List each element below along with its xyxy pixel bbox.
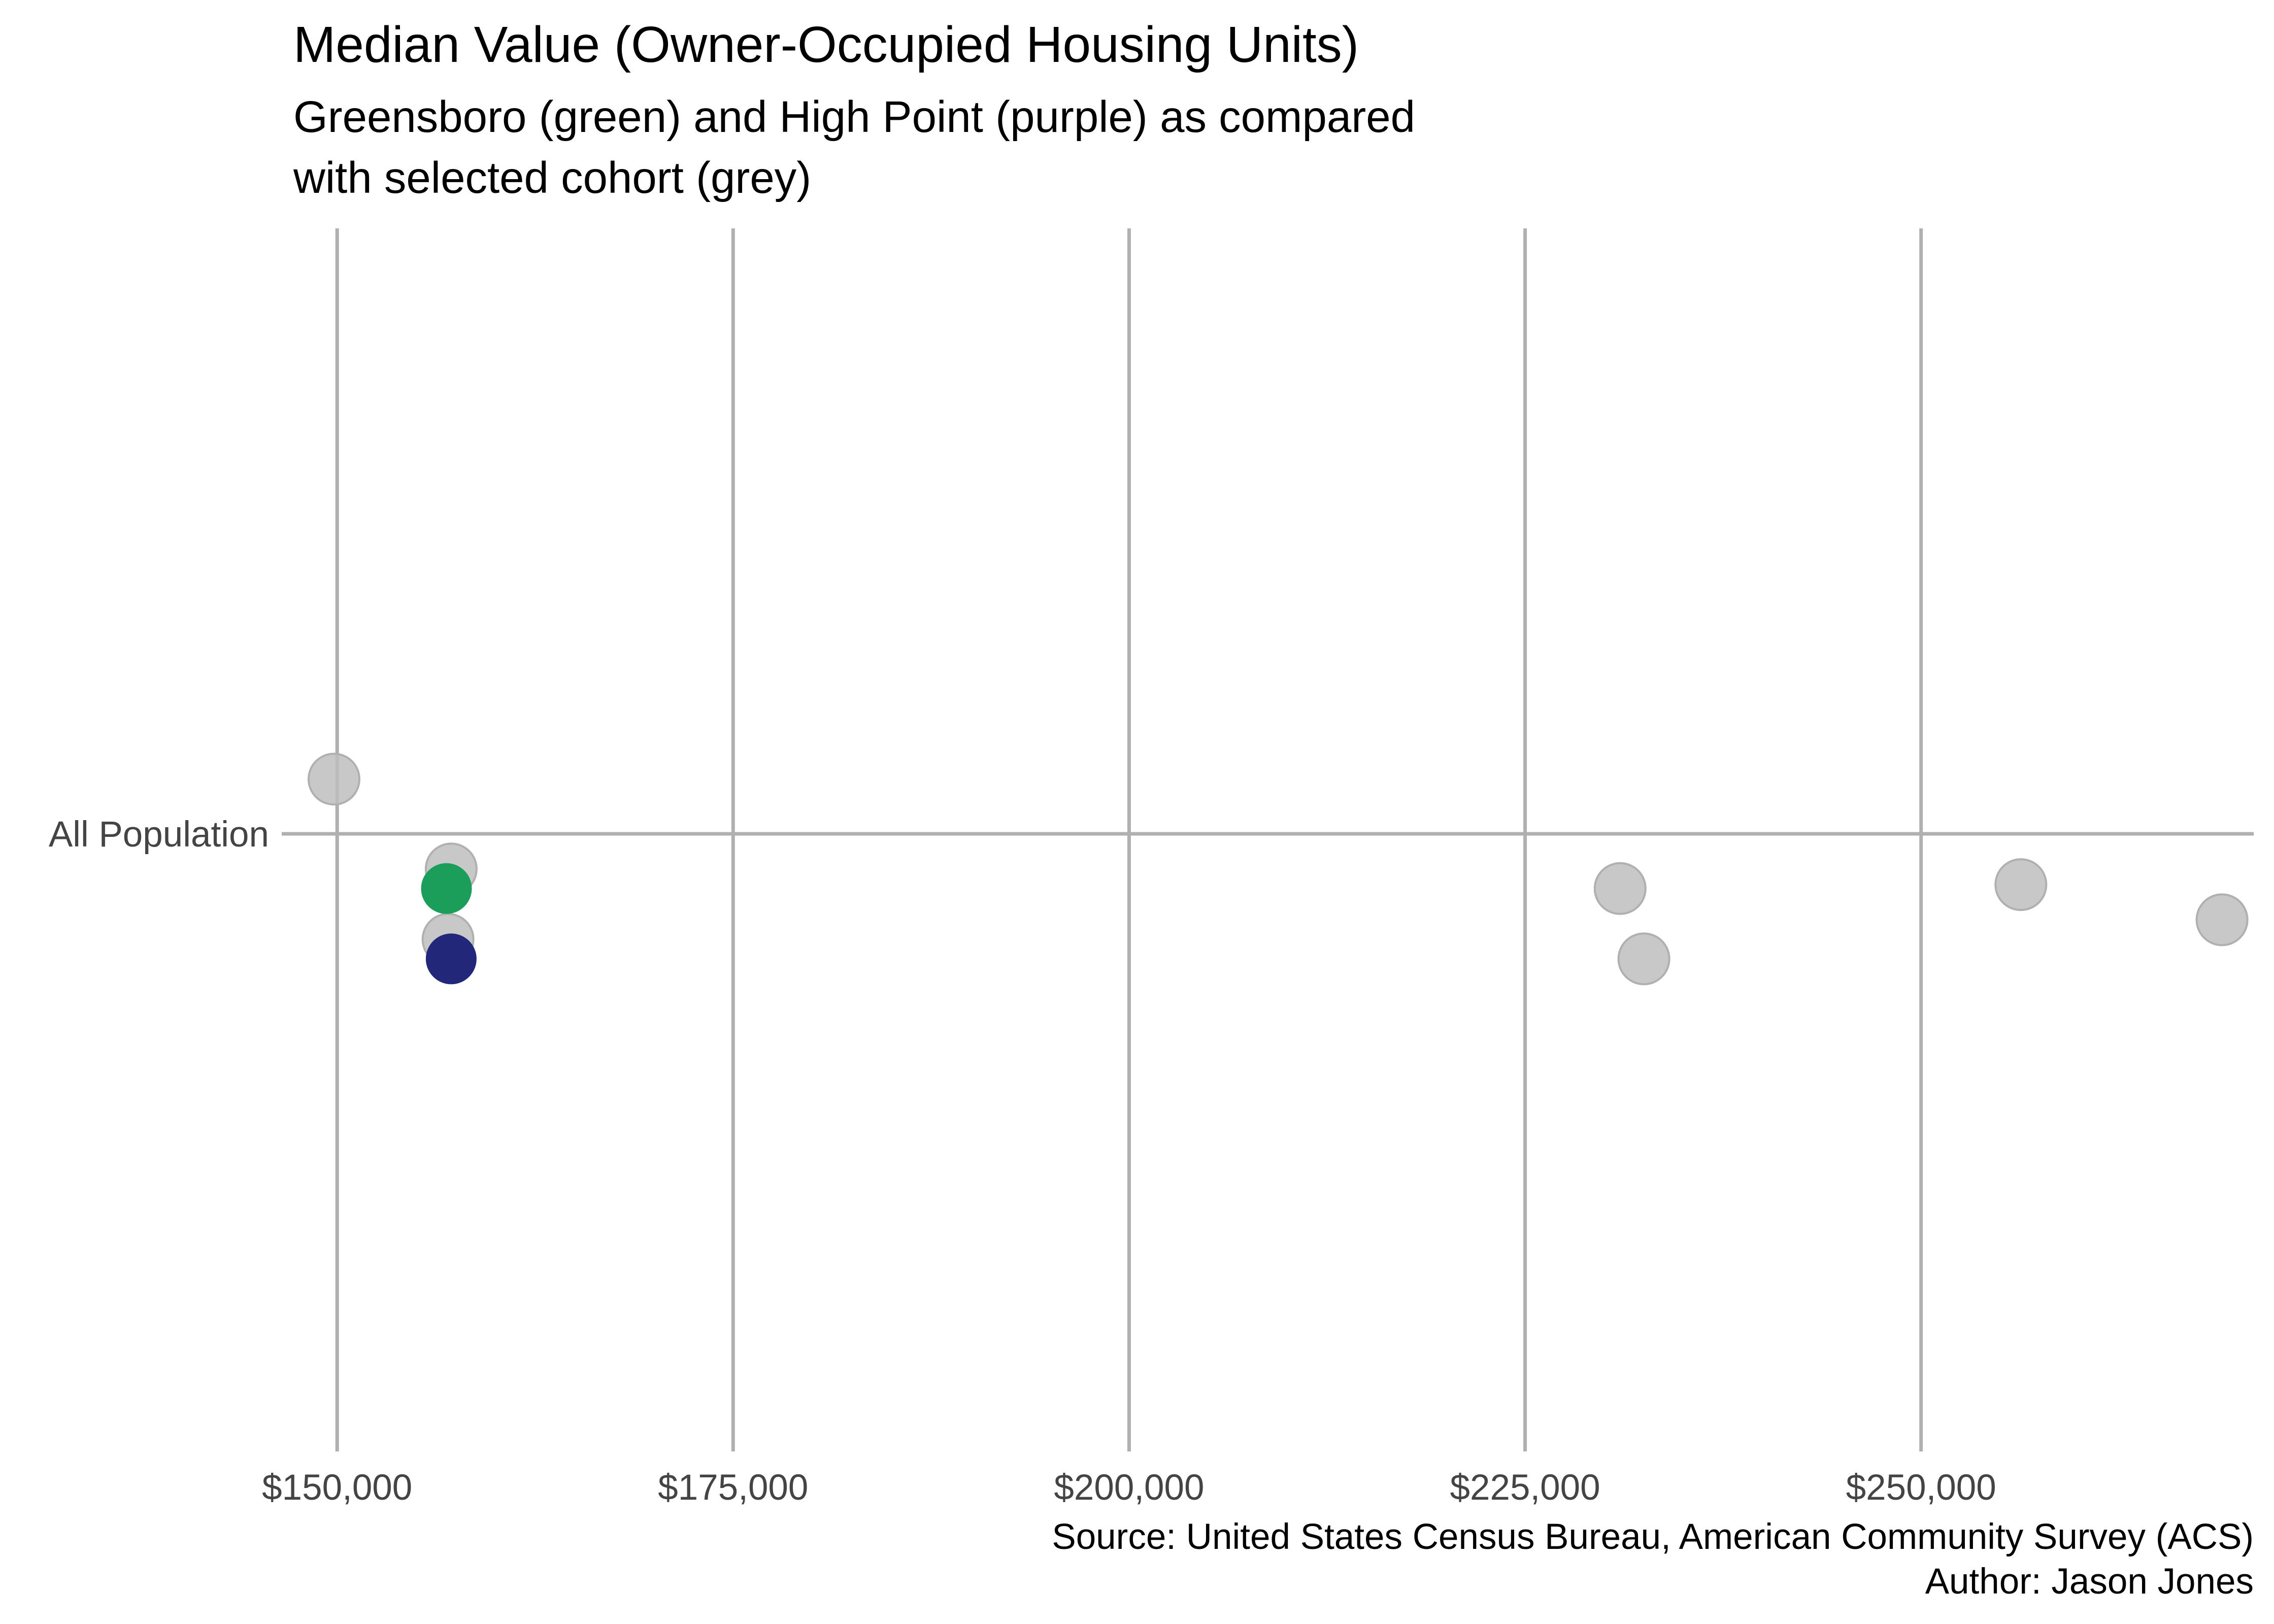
greensboro-point bbox=[421, 863, 472, 914]
x-tick-label: $200,000 bbox=[1054, 1468, 1204, 1508]
caption-source: Source: United States Census Bureau, Ame… bbox=[1052, 1517, 2254, 1557]
grid-lines bbox=[282, 228, 2254, 1451]
x-tick-label: $225,000 bbox=[1450, 1468, 1600, 1508]
y-tick-label: All Population bbox=[49, 815, 269, 855]
cohort-point bbox=[1617, 932, 1670, 986]
cohort-point bbox=[2195, 893, 2249, 946]
chart-title: Median Value (Owner-Occupied Housing Uni… bbox=[293, 16, 1359, 73]
x-tick-label: $150,000 bbox=[262, 1468, 412, 1508]
high-point-point bbox=[425, 933, 477, 985]
y-axis: All Population bbox=[49, 815, 269, 855]
caption-author: Author: Jason Jones bbox=[1925, 1562, 2254, 1602]
chart-subtitle-line-2: with selected cohort (grey) bbox=[293, 153, 811, 202]
cohort-point bbox=[307, 753, 360, 806]
data-points bbox=[307, 753, 2249, 986]
chart-subtitle-line-1: Greensboro (green) and High Point (purpl… bbox=[293, 92, 1415, 142]
x-tick-label: $175,000 bbox=[658, 1468, 808, 1508]
x-axis: $150,000 $175,000 $200,000 $225,000 $250,000 bbox=[262, 1468, 1996, 1508]
cohort-point bbox=[1994, 858, 2048, 911]
x-tick-label: $250,000 bbox=[1846, 1468, 1996, 1508]
cohort-point bbox=[1593, 862, 1647, 915]
